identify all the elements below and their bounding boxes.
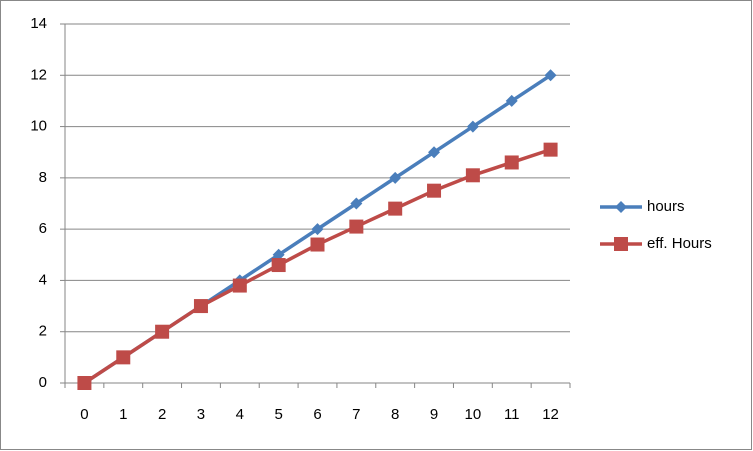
x-tick-label: 6 bbox=[313, 406, 321, 423]
point bbox=[155, 324, 170, 339]
x-tick-label: 0 bbox=[80, 406, 88, 423]
point bbox=[193, 299, 208, 314]
x-tick-label: 10 bbox=[465, 406, 482, 423]
point bbox=[389, 171, 402, 184]
x-tick-label: 4 bbox=[236, 406, 244, 423]
x-tick-label: 3 bbox=[197, 406, 205, 423]
y-tick-label: 8 bbox=[39, 169, 47, 186]
legend-marker bbox=[615, 201, 627, 213]
point bbox=[271, 258, 286, 273]
point bbox=[427, 183, 442, 198]
point bbox=[543, 142, 558, 157]
y-tick-label: 2 bbox=[39, 323, 47, 340]
x-tick-label: 5 bbox=[274, 406, 282, 423]
legend-label: hours bbox=[647, 198, 685, 215]
x-tick-label: 1 bbox=[119, 406, 127, 423]
point bbox=[428, 146, 441, 159]
point bbox=[504, 155, 519, 170]
x-tick-label: 7 bbox=[352, 406, 360, 423]
point bbox=[311, 223, 324, 236]
x-tick-label: 9 bbox=[430, 406, 438, 423]
point bbox=[350, 197, 363, 210]
point bbox=[466, 120, 479, 133]
point bbox=[349, 219, 364, 234]
point bbox=[465, 168, 480, 183]
y-tick-label: 0 bbox=[39, 374, 47, 391]
point bbox=[77, 376, 92, 390]
point bbox=[505, 94, 518, 107]
y-tick-label: 12 bbox=[30, 66, 47, 83]
x-tick-label: 2 bbox=[158, 406, 166, 423]
x-tick-label: 8 bbox=[391, 406, 399, 423]
point bbox=[544, 69, 557, 82]
point bbox=[310, 237, 325, 252]
point bbox=[232, 278, 247, 293]
point bbox=[116, 350, 131, 365]
point bbox=[272, 248, 285, 261]
y-tick-label: 14 bbox=[30, 15, 47, 32]
legend-label: eff. Hours bbox=[647, 235, 712, 252]
y-tick-label: 10 bbox=[30, 118, 47, 135]
y-tick-label: 6 bbox=[39, 220, 47, 237]
x-tick-label: 12 bbox=[542, 406, 559, 423]
legend-marker bbox=[614, 237, 628, 251]
x-tick-label: 11 bbox=[504, 406, 520, 423]
point bbox=[388, 201, 403, 216]
y-tick-label: 4 bbox=[39, 271, 47, 288]
